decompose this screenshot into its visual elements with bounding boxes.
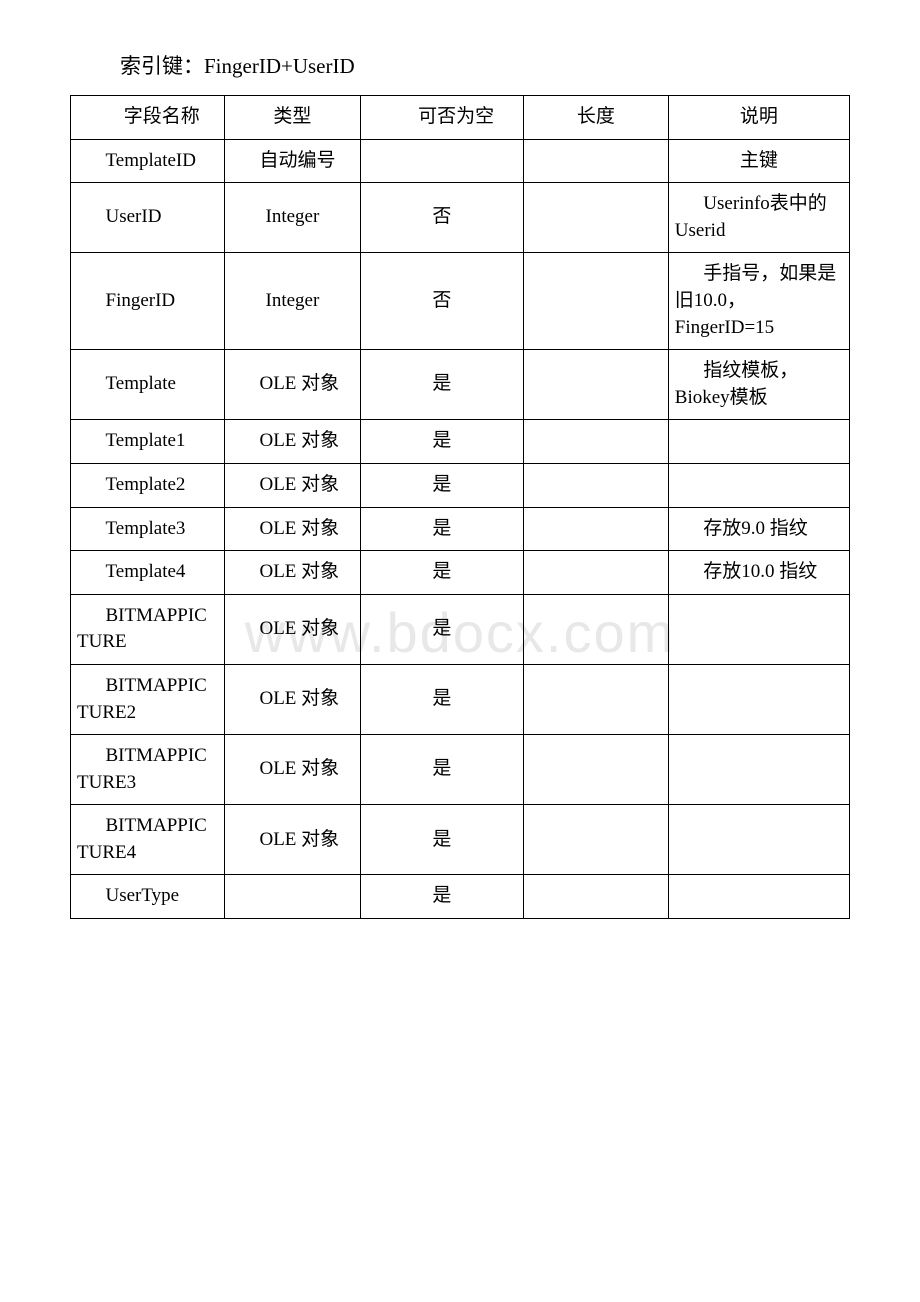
table-row: Template3 OLE 对象 是 存放9.0 指纹 (71, 507, 850, 551)
cell-field: BITMAPPICTURE (71, 594, 225, 664)
cell-type: OLE 对象 (224, 664, 360, 734)
table-header-row: 字段名称 类型 可否为空 长度 说明 (71, 96, 850, 140)
cell-field: TemplateID (71, 139, 225, 183)
cell-length (523, 551, 668, 595)
cell-length (523, 664, 668, 734)
cell-field: BITMAPPICTURE2 (71, 664, 225, 734)
table-row: BITMAPPICTURE2 OLE 对象 是 (71, 664, 850, 734)
cell-nullable: 是 (360, 664, 523, 734)
cell-field: Template1 (71, 420, 225, 464)
table-row: TemplateID 自动编号 主键 (71, 139, 850, 183)
cell-desc: 存放9.0 指纹 (668, 507, 849, 551)
th-field-name: 字段名称 (71, 96, 225, 140)
cell-type: OLE 对象 (224, 805, 360, 875)
cell-length (523, 735, 668, 805)
cell-desc (668, 805, 849, 875)
cell-desc: 存放10.0 指纹 (668, 551, 849, 595)
table-row: Template OLE 对象 是 指纹模板，Biokey模板 (71, 350, 850, 420)
cell-desc: Userinfo表中的Userid (668, 183, 849, 253)
cell-nullable: 是 (360, 420, 523, 464)
cell-nullable: 否 (360, 183, 523, 253)
cell-type: Integer (224, 253, 360, 350)
table-row: BITMAPPICTURE3 OLE 对象 是 (71, 735, 850, 805)
cell-length (523, 253, 668, 350)
cell-nullable: 是 (360, 507, 523, 551)
cell-desc (668, 875, 849, 919)
table-row: Template4 OLE 对象 是 存放10.0 指纹 (71, 551, 850, 595)
cell-field: Template4 (71, 551, 225, 595)
cell-length (523, 420, 668, 464)
cell-type: OLE 对象 (224, 463, 360, 507)
cell-field: FingerID (71, 253, 225, 350)
cell-desc (668, 664, 849, 734)
cell-field: BITMAPPICTURE3 (71, 735, 225, 805)
index-key-value: FingerID+UserID (204, 54, 355, 78)
th-description: 说明 (668, 96, 849, 140)
cell-nullable: 是 (360, 735, 523, 805)
cell-type (224, 875, 360, 919)
cell-type: OLE 对象 (224, 594, 360, 664)
cell-field: Template3 (71, 507, 225, 551)
table-row: Template2 OLE 对象 是 (71, 463, 850, 507)
cell-type: OLE 对象 (224, 551, 360, 595)
cell-desc: 指纹模板，Biokey模板 (668, 350, 849, 420)
cell-desc: 手指号，如果是旧10.0，FingerID=15 (668, 253, 849, 350)
cell-type: OLE 对象 (224, 350, 360, 420)
cell-field: UserID (71, 183, 225, 253)
schema-table: 字段名称 类型 可否为空 长度 说明 TemplateID 自动编号 主键 Us… (70, 95, 850, 919)
table-row: FingerID Integer 否 手指号，如果是旧10.0，FingerID… (71, 253, 850, 350)
cell-desc (668, 594, 849, 664)
cell-desc (668, 420, 849, 464)
cell-length (523, 805, 668, 875)
th-length: 长度 (523, 96, 668, 140)
cell-field: BITMAPPICTURE4 (71, 805, 225, 875)
cell-desc: 主键 (668, 139, 849, 183)
table-row: UserType 是 (71, 875, 850, 919)
cell-type: OLE 对象 (224, 420, 360, 464)
cell-desc (668, 463, 849, 507)
index-key-label: 索引键： (120, 54, 204, 78)
cell-length (523, 507, 668, 551)
cell-length (523, 183, 668, 253)
cell-type: OLE 对象 (224, 507, 360, 551)
cell-field: UserType (71, 875, 225, 919)
cell-nullable: 否 (360, 253, 523, 350)
cell-nullable: 是 (360, 805, 523, 875)
cell-nullable (360, 139, 523, 183)
cell-field: Template (71, 350, 225, 420)
cell-nullable: 是 (360, 350, 523, 420)
cell-type: Integer (224, 183, 360, 253)
cell-length (523, 594, 668, 664)
cell-length (523, 875, 668, 919)
cell-field: Template2 (71, 463, 225, 507)
cell-nullable: 是 (360, 594, 523, 664)
th-nullable: 可否为空 (360, 96, 523, 140)
table-row: UserID Integer 否 Userinfo表中的Userid (71, 183, 850, 253)
table-row: BITMAPPICTURE4 OLE 对象 是 (71, 805, 850, 875)
cell-type: 自动编号 (224, 139, 360, 183)
cell-desc (668, 735, 849, 805)
cell-nullable: 是 (360, 551, 523, 595)
table-row: Template1 OLE 对象 是 (71, 420, 850, 464)
cell-type: OLE 对象 (224, 735, 360, 805)
cell-nullable: 是 (360, 875, 523, 919)
cell-length (523, 139, 668, 183)
th-type: 类型 (224, 96, 360, 140)
cell-nullable: 是 (360, 463, 523, 507)
cell-length (523, 463, 668, 507)
cell-length (523, 350, 668, 420)
table-row: BITMAPPICTURE OLE 对象 是 (71, 594, 850, 664)
index-key-line: 索引键：FingerID+UserID (120, 50, 850, 80)
